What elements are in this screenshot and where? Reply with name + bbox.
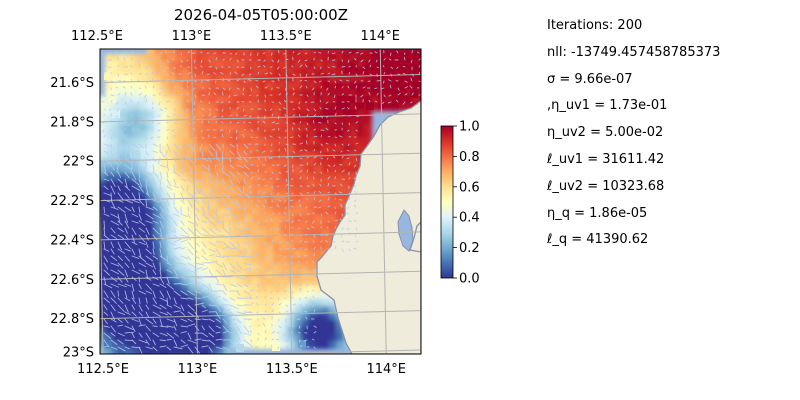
colorbar-tick-label: 0.6: [459, 180, 480, 195]
param-ell-q: ℓ_q = 41390.62: [547, 232, 649, 248]
y-tick-label: 22°S: [63, 155, 94, 170]
colorbar-tick-label: 1.0: [459, 120, 480, 135]
param-ell-uv1: ℓ_uv1 = 31611.42: [547, 151, 665, 167]
x-tick-label-bottom: 113.5°E: [266, 362, 318, 377]
x-tick-label-top: 113°E: [172, 29, 212, 44]
colorbar-gradient: [441, 126, 453, 278]
param-nll: nll: -13749.457458785373: [547, 44, 721, 60]
param-sigma: σ = 9.66e-07: [547, 71, 633, 87]
left-latitude-ticks: 21.6°S 21.8°S 22°S 22.2°S 22.4°S 22.6°S 22.8°S…: [50, 76, 94, 360]
x-tick-label-bottom: 112.5°E: [77, 362, 129, 377]
y-tick-label: 22.8°S: [50, 312, 94, 327]
x-tick-label-bottom: 113°E: [178, 362, 218, 377]
parameter-panel: Iterations: 200 nll: -13749.457458785373…: [547, 18, 797, 259]
map-panel: 112.5°E 113°E 113.5°E 114°E 112.5°E 113°E 113…: [50, 29, 422, 377]
coastal-inlet: [397, 209, 414, 252]
chart-title: 2026-04-05T05:00:00Z: [174, 6, 348, 24]
param-ell-uv2: ℓ_uv2 = 10323.68: [547, 178, 665, 194]
top-longitude-ticks: 112.5°E 113°E 113.5°E 114°E: [71, 29, 400, 44]
map-frame: [99, 48, 422, 355]
colorbar-ticks: 0.0 0.2 0.4 0.6 0.8 1.0: [453, 120, 480, 287]
colorbar-frame: [440, 125, 454, 279]
param-iterations: Iterations: 200: [547, 18, 643, 33]
colorbar-tick-label: 0.2: [459, 241, 480, 256]
colorbar-tick-label: 0.4: [459, 211, 480, 226]
y-tick-label: 23°S: [63, 346, 94, 361]
y-tick-label: 22.4°S: [50, 233, 94, 248]
y-tick-label: 21.8°S: [50, 115, 94, 130]
x-tick-label-top: 112.5°E: [71, 29, 123, 44]
x-tick-label-top: 114°E: [360, 29, 400, 44]
param-eta-uv2: η_uv2 = 5.00e-02: [547, 125, 664, 141]
y-tick-label: 21.6°S: [50, 76, 94, 91]
y-tick-label: 22.2°S: [50, 194, 94, 209]
colorbar: 0.0 0.2 0.4 0.6 0.8 1.0: [440, 120, 480, 287]
x-tick-label-top: 113.5°E: [260, 29, 312, 44]
y-tick-label: 22.6°S: [50, 273, 94, 288]
current-vectors: [101, 49, 421, 354]
param-eta-q: η_q = 1.86e-05: [547, 205, 648, 221]
x-tick-label-bottom: 114°E: [366, 362, 406, 377]
colorbar-tick-label: 0.0: [459, 272, 480, 287]
land-mass: [316, 100, 421, 354]
bottom-longitude-ticks: 112.5°E 113°E 113.5°E 114°E: [77, 362, 406, 377]
colorbar-tick-label: 0.8: [459, 150, 480, 165]
param-eta-uv1: ,η_uv1 = 1.73e-01: [547, 98, 668, 114]
graticule: [100, 49, 421, 354]
